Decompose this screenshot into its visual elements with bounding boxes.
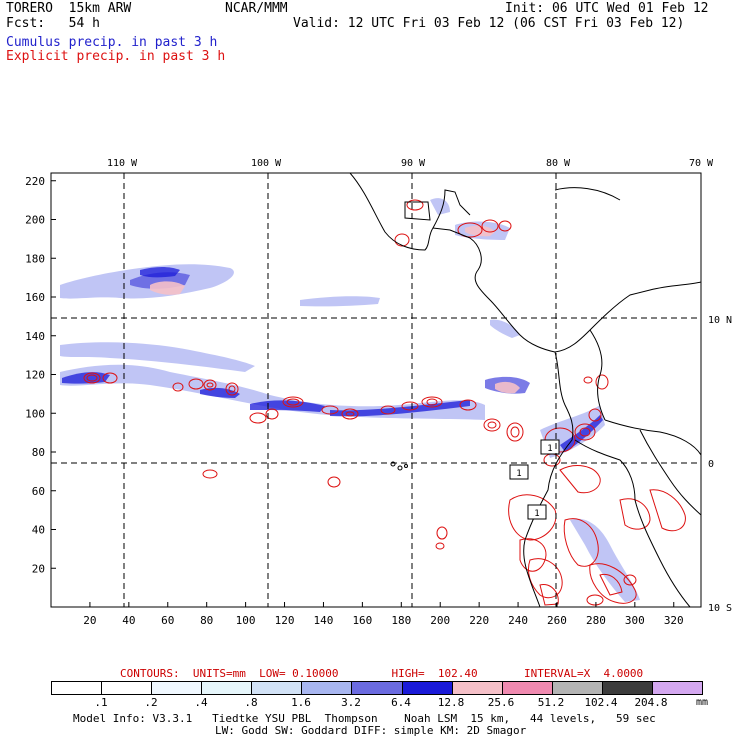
colorbar-swatch: [402, 682, 453, 694]
colorbar-swatch: [202, 682, 253, 694]
coastlines: [349, 173, 701, 607]
y-tick-label: 120: [25, 369, 45, 382]
y-tick-label: 80: [32, 446, 45, 459]
init-time: Init: 06 UTC Wed 01 Feb 12: [505, 1, 709, 16]
colorbar-swatch: [552, 682, 603, 694]
x-tick-label: 220: [469, 614, 489, 627]
cumulus-precip: [60, 198, 640, 602]
y-tick-label: 160: [25, 291, 45, 304]
contour-labels: 1 1 1: [509, 439, 560, 520]
colorbar-label: 1.6: [291, 696, 311, 709]
y-axis-ticks: 220 200 180 160 140 120 100 80 60 40 20: [25, 175, 56, 575]
colorbar-swatch: [152, 682, 203, 694]
x-tick-label: 40: [122, 614, 135, 627]
x-tick-label: 120: [275, 614, 295, 627]
explicit-contours: [83, 199, 686, 606]
colorbar-swatch: [102, 682, 153, 694]
x-tick-label: 200: [430, 614, 450, 627]
colorbar-swatch: [652, 682, 703, 694]
lat-label-10s: 10 S: [708, 603, 732, 614]
forecast-hour: Fcst: 54 h: [6, 16, 100, 31]
lat-label-0: 0: [708, 459, 714, 470]
colorbar-label: 102.4: [584, 696, 618, 709]
colorbar-label: 12.8: [437, 696, 465, 709]
model-info-line2: LW: Godd SW: Goddard DIFF: simple KM: 2D…: [215, 724, 527, 737]
legend-cumulus: Cumulus precip. in past 3 h: [6, 35, 218, 50]
model-title: TORERO 15km ARW: [6, 1, 132, 16]
lat-lon-grid: [51, 173, 701, 607]
precip-colorbar: [51, 681, 703, 695]
colorbar-label: 51.2: [537, 696, 565, 709]
x-tick-label: 260: [547, 614, 567, 627]
y-tick-label: 100: [25, 407, 45, 420]
colorbar-label: 6.4: [391, 696, 411, 709]
center-label: NCAR/MMM: [225, 1, 288, 16]
valid-time: Valid: 12 UTC Fri 03 Feb 12 (06 CST Fri …: [293, 16, 685, 31]
colorbar-swatch: [302, 682, 353, 694]
precip-map: 110 W 100 W 90 W 80 W 70 W 10 N 0 10 S: [25, 158, 732, 627]
colorbar-unit: mm: [696, 697, 709, 708]
colorbar-label: 3.2: [341, 696, 361, 709]
y-tick-label: 180: [25, 252, 45, 265]
y-tick-label: 220: [25, 175, 45, 188]
colorbar-label: 204.8: [634, 696, 668, 709]
lon-label-70w: 70 W: [689, 158, 714, 169]
svg-text:1: 1: [547, 444, 552, 454]
lon-label-110w: 110 W: [107, 158, 138, 169]
x-tick-label: 20: [83, 614, 96, 627]
colorbar-swatch: [252, 682, 303, 694]
lat-label-10n: 10 N: [708, 315, 732, 326]
lon-label-80w: 80 W: [546, 158, 571, 169]
colorbar-swatch: [502, 682, 553, 694]
x-tick-label: 280: [586, 614, 606, 627]
x-tick-label: 300: [625, 614, 645, 627]
model-info-line1: Model Info: V3.3.1 Tiedtke YSU PBL Thomp…: [73, 712, 656, 725]
colorbar-swatch: [452, 682, 503, 694]
lon-label-100w: 100 W: [251, 158, 282, 169]
colorbar-label: .1: [94, 696, 108, 709]
x-tick-label: 100: [236, 614, 256, 627]
y-tick-label: 60: [32, 485, 45, 498]
y-tick-label: 20: [32, 562, 45, 575]
contours-caption: CONTOURS: UNITS=mm LOW= 0.10000 HIGH= 10…: [120, 667, 644, 680]
lon-label-90w: 90 W: [401, 158, 426, 169]
y-tick-label: 140: [25, 330, 45, 343]
svg-text:1: 1: [534, 509, 539, 519]
x-tick-label: 60: [161, 614, 174, 627]
legend-explicit: Explicit precip. in past 3 h: [6, 49, 226, 64]
explicit-fill: [150, 225, 520, 394]
colorbar-label: .8: [244, 696, 258, 709]
x-tick-label: 320: [664, 614, 684, 627]
x-axis-ticks: 20 40 60 80 100 120 140 160 180 200 220 240 260 280 30…: [83, 602, 684, 627]
map-frame: [50, 172, 702, 608]
colorbar-swatch: [52, 682, 103, 694]
x-tick-label: 140: [314, 614, 334, 627]
colorbar-swatch: [352, 682, 403, 694]
colorbar-label: .4: [194, 696, 208, 709]
colorbar-label: .2: [144, 696, 158, 709]
x-tick-label: 80: [200, 614, 213, 627]
y-tick-label: 200: [25, 214, 45, 227]
colorbar-swatch: [602, 682, 653, 694]
svg-text:1: 1: [516, 469, 521, 479]
x-tick-label: 180: [391, 614, 411, 627]
y-tick-label: 40: [32, 524, 45, 537]
colorbar-label: 25.6: [487, 696, 515, 709]
x-tick-label: 160: [352, 614, 372, 627]
x-tick-label: 240: [508, 614, 528, 627]
